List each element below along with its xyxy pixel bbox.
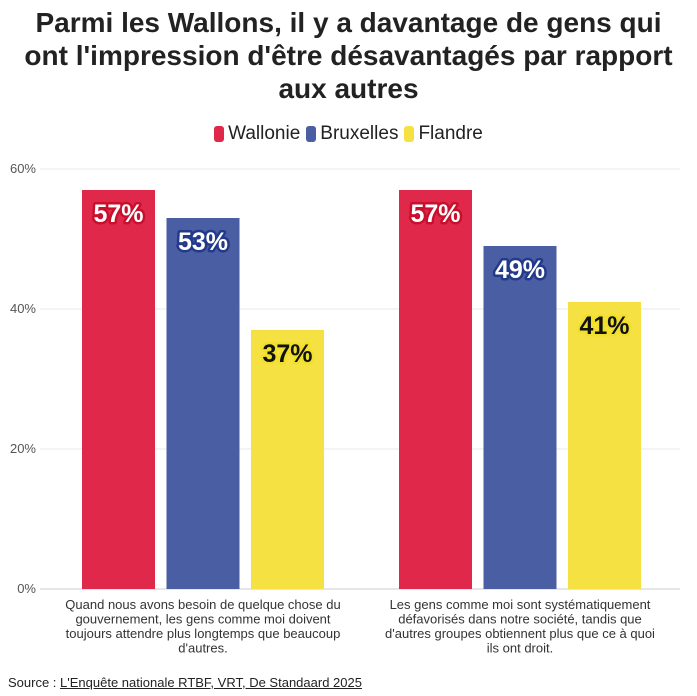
- bar-flandre-1: [251, 330, 324, 589]
- bar-bruxelles-1: [166, 218, 240, 589]
- data-label-flandre-2: 41%: [579, 312, 629, 340]
- legend: Wallonie Bruxelles Flandre: [0, 123, 697, 145]
- data-label-wallonie-1: 57%: [93, 200, 143, 228]
- y-tick-label-20: 20%: [10, 441, 36, 456]
- legend-label-flandre: Flandre: [418, 123, 483, 144]
- data-label-bruxelles-1: 53%: [178, 228, 228, 256]
- source-prefix: Source :: [8, 675, 61, 690]
- bar-wallonie-2: [399, 190, 472, 589]
- data-label-wallonie-2: 57%: [410, 200, 460, 228]
- data-label-flandre-1: 37%: [262, 340, 312, 368]
- y-tick-label-0: 0%: [17, 581, 36, 596]
- x-category-label-1-line-4: d'autres.: [178, 641, 227, 656]
- data-label-bruxelles-2: 49%: [495, 256, 545, 284]
- x-category-label-1-line-1: Quand nous avons besoin de quelque chose…: [65, 597, 340, 612]
- x-category-label-2-line-2: défavorisés dans notre société, tandis q…: [398, 612, 642, 627]
- chart-title: Parmi les Wallons, il y a davantage de g…: [24, 7, 673, 104]
- source-link[interactable]: L'Enquête nationale RTBF, VRT, De Standa…: [60, 675, 362, 690]
- legend-item-bruxelles[interactable]: Bruxelles: [306, 123, 398, 145]
- source-line: Source : L'Enquête nationale RTBF, VRT, …: [8, 675, 362, 690]
- x-category-label-2-line-4: ils ont droit.: [487, 641, 553, 656]
- bar-flandre-2: [568, 302, 641, 589]
- x-category-label-2: Les gens comme moi sont systématiquement…: [385, 597, 655, 656]
- legend-item-flandre[interactable]: Flandre: [404, 123, 483, 145]
- bar-bruxelles-2: [483, 246, 557, 589]
- legend-swatch-flandre: [404, 126, 415, 142]
- x-category-label-1-line-2: gouvernement, les gens comme moi doivent: [75, 612, 330, 627]
- legend-swatch-bruxelles: [306, 126, 317, 142]
- legend-swatch-wallonie: [214, 126, 225, 142]
- x-category-label-2-line-3: d'autres groupes obtiennent plus que ce …: [385, 626, 655, 641]
- bar-wallonie-1: [82, 190, 155, 589]
- x-category-label-1: Quand nous avons besoin de quelque chose…: [65, 597, 340, 656]
- y-tick-label-40: 40%: [10, 301, 36, 316]
- legend-label-wallonie: Wallonie: [228, 123, 301, 144]
- bar-chart: 0% 20% 40% 60% 57% 53% 37% Quand nous avons bes…: [10, 161, 680, 656]
- x-category-label-2-line-1: Les gens comme moi sont systématiquement: [390, 597, 651, 612]
- legend-label-bruxelles: Bruxelles: [320, 123, 399, 144]
- legend-item-wallonie[interactable]: Wallonie: [214, 123, 300, 145]
- y-tick-label-60: 60%: [10, 161, 36, 176]
- x-category-label-1-line-3: toujours attendre plus longtemps que bea…: [66, 626, 341, 641]
